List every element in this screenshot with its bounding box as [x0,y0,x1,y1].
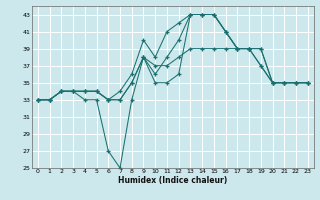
X-axis label: Humidex (Indice chaleur): Humidex (Indice chaleur) [118,176,228,185]
